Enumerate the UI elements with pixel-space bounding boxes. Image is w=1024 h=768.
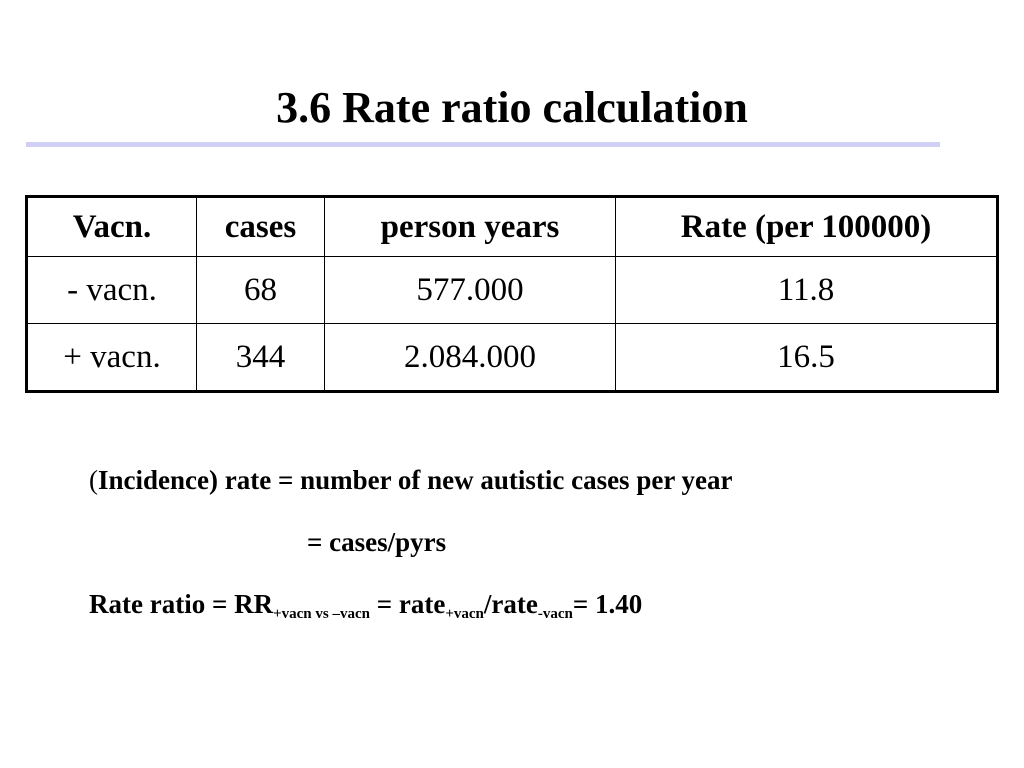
header-rate: Rate (per 100000): [615, 196, 998, 257]
page-title: 3.6 Rate ratio calculation: [276, 83, 748, 132]
incidence-definition: (Incidence) rate = number of new autisti…: [89, 458, 733, 502]
cell-vacn: + vacn.: [26, 323, 197, 392]
rate-ratio-formula: Rate ratio = RR+vacn vs –vacn = rate+vac…: [89, 582, 733, 626]
notes-block: (Incidence) rate = number of new autisti…: [89, 458, 733, 644]
rr-label: Rate ratio = RR: [89, 589, 274, 619]
table-row: + vacn. 344 2.084.000 16.5: [26, 323, 998, 392]
cell-person-years: 2.084.000: [324, 323, 616, 392]
cell-cases: 68: [196, 256, 325, 324]
cell-rate: 11.8: [615, 256, 998, 324]
rate-table: Vacn. cases person years Rate (per 10000…: [25, 195, 999, 393]
rate-plus-subscript: +vacn: [445, 606, 484, 622]
rate-slash: /rate: [483, 589, 538, 619]
rate-minus-subscript: -vacn: [537, 606, 573, 622]
cell-cases: 344: [196, 323, 325, 392]
header-cases: cases: [196, 196, 325, 257]
rr-result: = 1.40: [572, 589, 643, 619]
table-header-row: Vacn. cases person years Rate (per 10000…: [26, 196, 998, 257]
cases-pyrs-formula: = cases/pyrs: [307, 527, 447, 557]
header-vacn: Vacn.: [26, 196, 197, 257]
cell-rate: 16.5: [615, 323, 998, 392]
cell-person-years: 577.000: [324, 256, 616, 324]
header-person-years: person years: [324, 196, 616, 257]
rr-equals-rate: = rate: [369, 589, 446, 619]
open-paren: (: [89, 465, 98, 495]
rr-subscript: +vacn vs –vacn: [273, 606, 370, 622]
incidence-text: Incidence) rate = number of new autistic…: [98, 465, 733, 495]
table-row: - vacn. 68 577.000 11.8: [26, 256, 998, 324]
title-underline: [26, 142, 940, 147]
cell-vacn: - vacn.: [26, 256, 197, 324]
